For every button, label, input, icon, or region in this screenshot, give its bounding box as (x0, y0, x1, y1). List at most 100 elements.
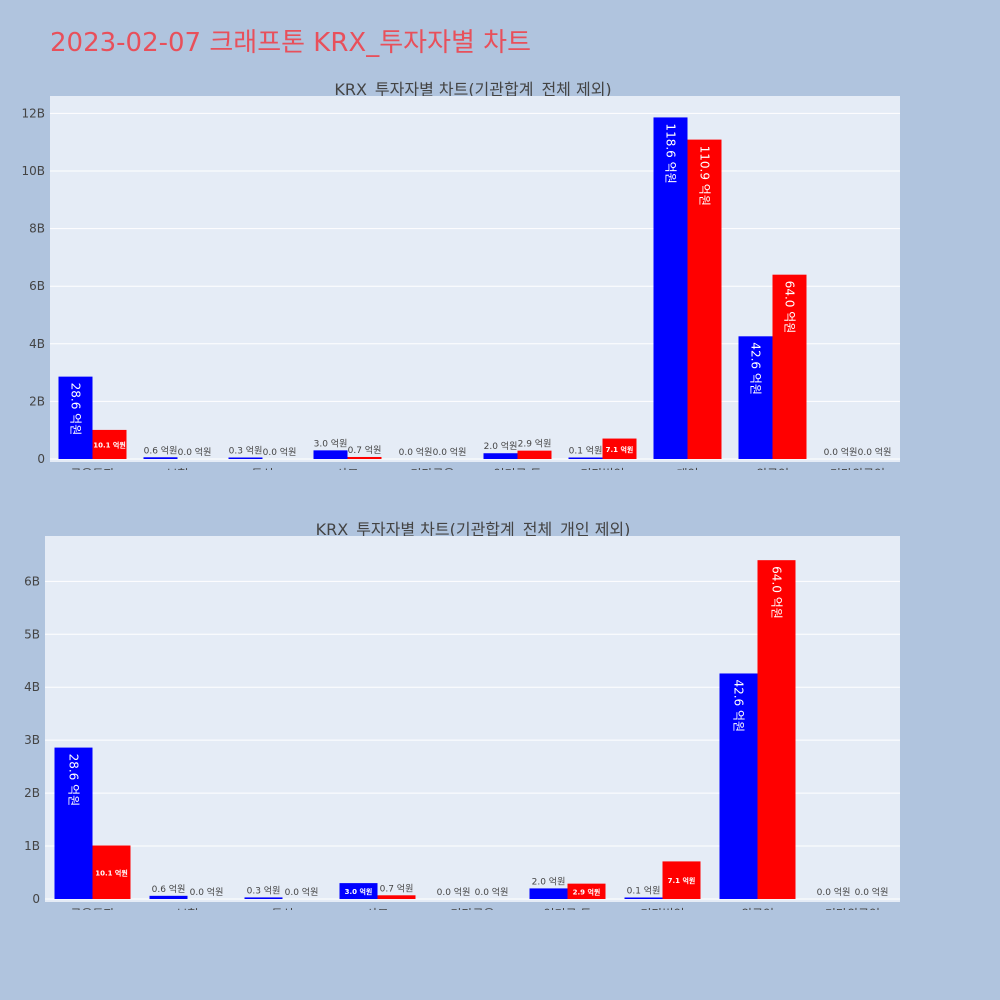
x-tick-label: 외국인 (756, 467, 789, 470)
data-label: 0.1 억원 (627, 885, 661, 897)
plot-area: 0 1B 2B 3B 4B 5B 6B 금융투자 28.6 억원 10.1 억원보험 0.6 억원 0… (24, 536, 900, 910)
bar (377, 895, 416, 899)
data-label: 110.9 억원 (698, 146, 712, 206)
chart-subtitle: KRX_투자자별 차트(기관합계_전체_개인 제외) (316, 520, 631, 540)
data-label: 0.0 억원 (285, 886, 319, 898)
data-label: 0.6 억원 (144, 444, 178, 456)
data-label: 10.1 억원 (95, 868, 128, 877)
x-tick-label: 투신 (271, 907, 293, 910)
y-tick-label: 4B (24, 680, 40, 694)
data-label: 42.6 억원 (732, 679, 746, 732)
data-label: 3.0 억원 (314, 437, 348, 449)
x-tick-label: 외국인 (741, 907, 774, 910)
chart-subtitle: KRX_투자자별 차트(기관합계_전체 제외) (334, 80, 611, 100)
bar (483, 453, 518, 459)
y-tick-label: 8B (29, 222, 45, 236)
y-tick-label: 6B (24, 574, 40, 588)
x-tick-label: 금융투자 (70, 467, 114, 470)
bar (602, 438, 637, 459)
investor-chart-excl-individual: KRX_투자자별 차트(기관합계_전체_개인 제외) 0 1B 2B 3B 4B 5B 6B… (24, 520, 900, 910)
y-tick-label: 4B (29, 337, 45, 351)
data-label: 2.0 억원 (484, 440, 518, 452)
data-label: 0.0 억원 (399, 446, 433, 458)
y-tick-label: 12B (21, 106, 45, 120)
data-label: 7.1 억원 (606, 445, 634, 454)
data-label: 64.0 억원 (783, 281, 797, 334)
data-label: 0.0 억원 (178, 446, 212, 458)
bar (738, 336, 773, 459)
bar (772, 274, 807, 459)
bar (313, 450, 348, 459)
x-tick-label: 기타외국인 (825, 907, 880, 910)
data-label: 0.0 억원 (858, 446, 892, 458)
x-tick-label: 연기금 등 (494, 467, 542, 470)
x-tick-label: 금융투자 (70, 907, 114, 910)
bar (58, 376, 93, 459)
x-tick-label: 사모 (366, 907, 388, 910)
data-label: 0.7 억원 (348, 444, 382, 456)
x-tick-label: 기타금융 (410, 467, 454, 470)
bar (339, 883, 378, 899)
data-label: 3.0 억원 (345, 887, 373, 896)
data-label: 28.6 억원 (69, 383, 83, 436)
y-tick-label: 3B (24, 733, 40, 747)
x-tick-label: 기타법인 (640, 907, 684, 910)
bar (92, 429, 127, 459)
y-tick-label: 2B (29, 394, 45, 408)
y-tick-label: 10B (21, 164, 45, 178)
data-label: 0.1 억원 (569, 445, 603, 457)
bar (624, 897, 663, 899)
x-tick-label: 기타외국인 (830, 467, 885, 470)
data-label: 0.0 억원 (475, 886, 509, 898)
data-label: 10.1 억원 (93, 440, 126, 449)
bar (568, 457, 603, 459)
data-label: 0.0 억원 (433, 446, 467, 458)
data-label: 28.6 억원 (67, 754, 81, 807)
y-tick-label: 1B (24, 839, 40, 853)
bar (92, 845, 131, 899)
data-label: 42.6 억원 (749, 342, 763, 395)
x-tick-label: 보험 (176, 907, 198, 910)
y-tick-label: 2B (24, 786, 40, 800)
y-tick-label: 5B (24, 627, 40, 641)
y-tick-label: 0 (37, 452, 45, 466)
data-label: 0.0 억원 (855, 886, 889, 898)
data-label: 0.3 억원 (229, 445, 263, 457)
bar (653, 117, 688, 459)
data-label: 0.0 억원 (817, 886, 851, 898)
data-label: 64.0 억원 (770, 566, 784, 619)
bar (719, 673, 758, 899)
page-title: 2023-02-07 크래프톤 KRX_투자자별 차트 (50, 28, 532, 58)
bar (347, 456, 382, 459)
data-label: 2.0 억원 (532, 875, 566, 887)
y-tick-label: 6B (29, 279, 45, 293)
x-tick-label: 투신 (251, 467, 273, 470)
bar (529, 888, 568, 899)
data-label: 0.7 억원 (380, 882, 414, 894)
data-label: 0.0 억원 (824, 446, 858, 458)
x-tick-label: 기타금융 (450, 907, 494, 910)
bar (228, 457, 263, 459)
x-tick-label: 연기금 등 (544, 907, 592, 910)
bar (517, 450, 552, 459)
bar (244, 897, 283, 899)
data-label: 2.9 억원 (518, 438, 552, 450)
x-tick-label: 보험 (166, 467, 188, 470)
x-tick-label: 개인 (676, 467, 698, 470)
bar (54, 747, 93, 899)
bar (567, 883, 606, 899)
data-label: 7.1 억원 (668, 876, 696, 885)
data-label: 118.6 억원 (664, 123, 678, 183)
bar (687, 139, 722, 459)
x-tick-label: 기타법인 (580, 467, 624, 470)
data-label: 0.0 억원 (437, 886, 471, 898)
plot-area: 0 2B 4B 6B 8B 10B 12B 금융투자 28.6 억원 10.1 억원보험 0.6 억… (21, 96, 900, 470)
y-tick-label: 0 (32, 892, 40, 906)
data-label: 0.0 억원 (263, 446, 297, 458)
data-label: 0.0 억원 (190, 886, 224, 898)
data-label: 2.9 억원 (573, 887, 601, 896)
x-tick-label: 사모 (336, 467, 358, 470)
data-label: 0.6 억원 (152, 883, 186, 895)
investor-chart-all: KRX_투자자별 차트(기관합계_전체 제외) 0 2B 4B 6B 8B 10B 12B 금… (21, 80, 900, 470)
bar (143, 457, 178, 459)
